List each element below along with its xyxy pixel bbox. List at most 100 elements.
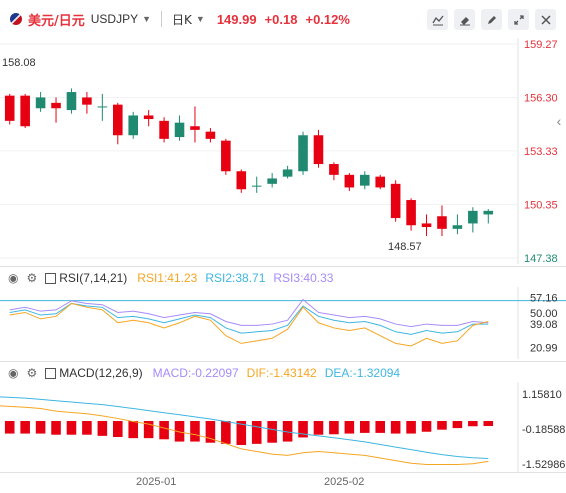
rsi-legend: ◉ ⚙ RSI(7,14,21) RSI1:41.23 RSI2:38.71 R… [8, 271, 333, 285]
macd-histogram-bar [159, 421, 169, 440]
macd-histogram-bar [4, 421, 15, 434]
candle-body [82, 97, 92, 105]
candle-body [205, 131, 216, 139]
rsi3-value: RSI3:40.33 [273, 271, 334, 285]
macd-histogram-bar [267, 421, 277, 443]
y-tick-label: 147.38 [524, 253, 558, 264]
macd-histogram-bar [190, 421, 200, 442]
candle-body [282, 169, 293, 177]
macd-histogram-bar [128, 421, 139, 439]
y-tick-label: 159.27 [524, 39, 558, 51]
checkbox-icon[interactable] [45, 272, 57, 284]
close-icon[interactable] [535, 9, 556, 30]
rsi2-line [9, 302, 489, 335]
candle-body [267, 178, 277, 184]
time-axis: 2025-01 2025-02 [0, 472, 566, 488]
macd-histogram-bar [329, 421, 339, 435]
gear-icon[interactable]: ⚙ [26, 271, 38, 285]
x-axis-label-feb: 2025-02 [324, 476, 364, 488]
symbol-selector[interactable]: 美元/日元 USDJPY ▼ [10, 10, 151, 29]
y-tick-label: 153.33 [524, 146, 558, 158]
eye-icon[interactable]: ◉ [8, 366, 19, 380]
rsi1-value: RSI1:41.23 [137, 271, 198, 285]
y-tick-label: 156.30 [524, 92, 558, 104]
header-divider [161, 11, 163, 27]
macd-histogram-bar [174, 421, 185, 442]
macd-histogram-bar [35, 421, 46, 434]
candle-body [344, 174, 355, 188]
candle-body [221, 140, 231, 172]
checkbox-icon[interactable] [45, 367, 57, 379]
candle-body [4, 95, 15, 121]
candle-body [452, 225, 463, 229]
candle-body [313, 135, 324, 165]
price-change-percent: +0.12% [305, 11, 350, 27]
macd-histogram-bar [359, 421, 370, 433]
y-tick-label: 20.99 [530, 342, 558, 354]
candle-body [421, 223, 432, 228]
macd-histogram-bar [282, 421, 293, 442]
candle-body [174, 122, 185, 138]
y-tick-label: 39.08 [530, 319, 558, 331]
candle-body [375, 176, 386, 188]
macd-histogram-bar [452, 421, 463, 429]
macd-histogram-bar [221, 421, 231, 444]
macd-histogram-bar [406, 421, 416, 434]
macd-histogram-bar [390, 421, 401, 434]
y-tick-label: 50.00 [530, 308, 558, 320]
macd-histogram-bar [344, 421, 355, 434]
candle-body [483, 210, 494, 215]
candle-body [20, 95, 30, 127]
macd-histogram-bar [66, 421, 77, 435]
candle-body [437, 216, 447, 229]
candle-body [128, 115, 139, 136]
x-axis-label-jan: 2025-01 [136, 476, 176, 488]
expand-icon[interactable] [508, 9, 529, 30]
last-price: 149.99 [216, 11, 257, 27]
chevron-left-icon[interactable]: ‹ [556, 113, 562, 129]
candle-body [406, 200, 416, 226]
y-tick-label: 1.15810 [522, 389, 562, 401]
y-tick-label: 150.35 [524, 200, 558, 212]
candle-body [468, 210, 478, 224]
candle-body [236, 171, 247, 190]
candle-body [143, 115, 154, 120]
erase-icon[interactable] [454, 9, 475, 30]
macd-name: MACD(12,26,9) [59, 366, 143, 380]
pair-code: USDJPY [90, 12, 139, 26]
gear-icon[interactable]: ⚙ [26, 366, 38, 380]
pencil-icon[interactable] [481, 9, 502, 30]
macd-histogram-bar [236, 421, 247, 445]
candle-body [97, 106, 108, 108]
macd-histogram-bar [483, 421, 494, 427]
chevron-down-icon: ▼ [195, 14, 205, 24]
high-price-label: 158.08 [2, 57, 36, 69]
toolbar [427, 9, 556, 30]
eye-icon[interactable]: ◉ [8, 271, 19, 285]
macd-value: MACD:-0.22097 [152, 366, 239, 380]
price-change: +0.18 [264, 11, 298, 27]
dif-line [0, 405, 489, 466]
chart-header: 美元/日元 USDJPY ▼ 日K ▼ 149.99 +0.18 +0.12% [0, 0, 566, 38]
macd-histogram-bar [82, 421, 92, 435]
macd-histogram-bar [313, 421, 324, 435]
candle-body [390, 183, 401, 219]
period-label: 日K [172, 12, 192, 27]
candle-body [159, 120, 169, 139]
macd-histogram-bar [251, 421, 262, 444]
macd-histogram-bar [51, 421, 61, 435]
rsi1-line [9, 302, 489, 347]
macd-legend: ◉ ⚙ MACD(12,26,9) MACD:-0.22097 DIF:-1.4… [8, 366, 400, 380]
dea-value: DEA:-1.32094 [324, 366, 401, 380]
dif-value: DIF:-1.43142 [246, 366, 317, 380]
y-tick-label: 57.16 [530, 293, 558, 305]
price-chart[interactable]: 158.08 148.57 159.27 156.30 153.33 150.35 14… [0, 38, 566, 264]
panel-divider [0, 361, 566, 362]
macd-histogram-bar [143, 421, 154, 439]
period-selector[interactable]: 日K ▼ [172, 11, 205, 28]
macd-chart[interactable]: 1.15810 -0.18588 -1.52986 [0, 382, 566, 472]
line-draw-icon[interactable] [427, 9, 448, 30]
dea-line [0, 396, 489, 460]
rsi-name: RSI(7,14,21) [59, 271, 128, 285]
